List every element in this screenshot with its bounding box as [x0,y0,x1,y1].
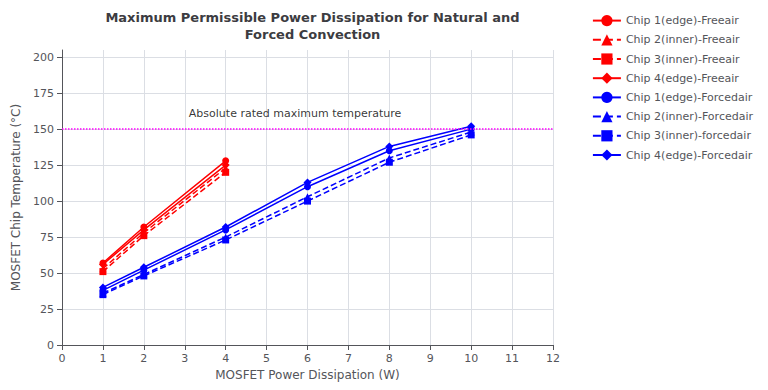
svg-text:125: 125 [33,159,54,172]
svg-text:10: 10 [464,352,478,365]
svg-text:6: 6 [304,352,311,365]
svg-text:8: 8 [386,352,393,365]
svg-text:75: 75 [40,231,54,244]
svg-text:7: 7 [345,352,352,365]
svg-text:MOSFET Power Dissipation (W): MOSFET Power Dissipation (W) [215,368,400,382]
svg-text:Chip 1(edge)-Forcedair: Chip 1(edge)-Forcedair [626,91,753,104]
svg-text:5: 5 [263,352,270,365]
svg-text:MOSFET Chip Temperature (°C): MOSFET Chip Temperature (°C) [9,104,23,291]
svg-text:Chip 2(inner)-Freeair: Chip 2(inner)-Freeair [626,33,740,46]
svg-text:150: 150 [33,123,54,136]
svg-text:2: 2 [140,352,147,365]
svg-text:Chip 3(inner)-forcedair: Chip 3(inner)-forcedair [626,129,752,142]
svg-text:Chip 3(inner)-Freeair: Chip 3(inner)-Freeair [626,53,740,66]
svg-text:Maximum Permissible Power Diss: Maximum Permissible Power Dissipation fo… [105,10,519,25]
svg-text:4: 4 [222,352,229,365]
svg-text:11: 11 [505,352,519,365]
svg-text:Forced Convection: Forced Convection [245,27,381,42]
svg-text:0: 0 [59,352,66,365]
svg-text:50: 50 [40,267,54,280]
svg-text:3: 3 [181,352,188,365]
svg-text:175: 175 [33,87,54,100]
svg-text:25: 25 [40,303,54,316]
svg-text:0: 0 [47,339,54,352]
svg-text:9: 9 [427,352,434,365]
svg-text:Absolute rated maximum tempera: Absolute rated maximum temperature [189,107,402,120]
svg-text:Chip 4(edge)-Forcedair: Chip 4(edge)-Forcedair [626,149,753,162]
svg-text:12: 12 [546,352,560,365]
svg-text:Chip 4(edge)-Freeair: Chip 4(edge)-Freeair [626,72,739,85]
svg-text:1: 1 [99,352,106,365]
svg-text:Chip 2(inner)-Forcedair: Chip 2(inner)-Forcedair [626,110,754,123]
svg-text:200: 200 [33,51,54,64]
svg-text:Chip 1(edge)-Freeair: Chip 1(edge)-Freeair [626,14,739,27]
svg-text:100: 100 [33,195,54,208]
